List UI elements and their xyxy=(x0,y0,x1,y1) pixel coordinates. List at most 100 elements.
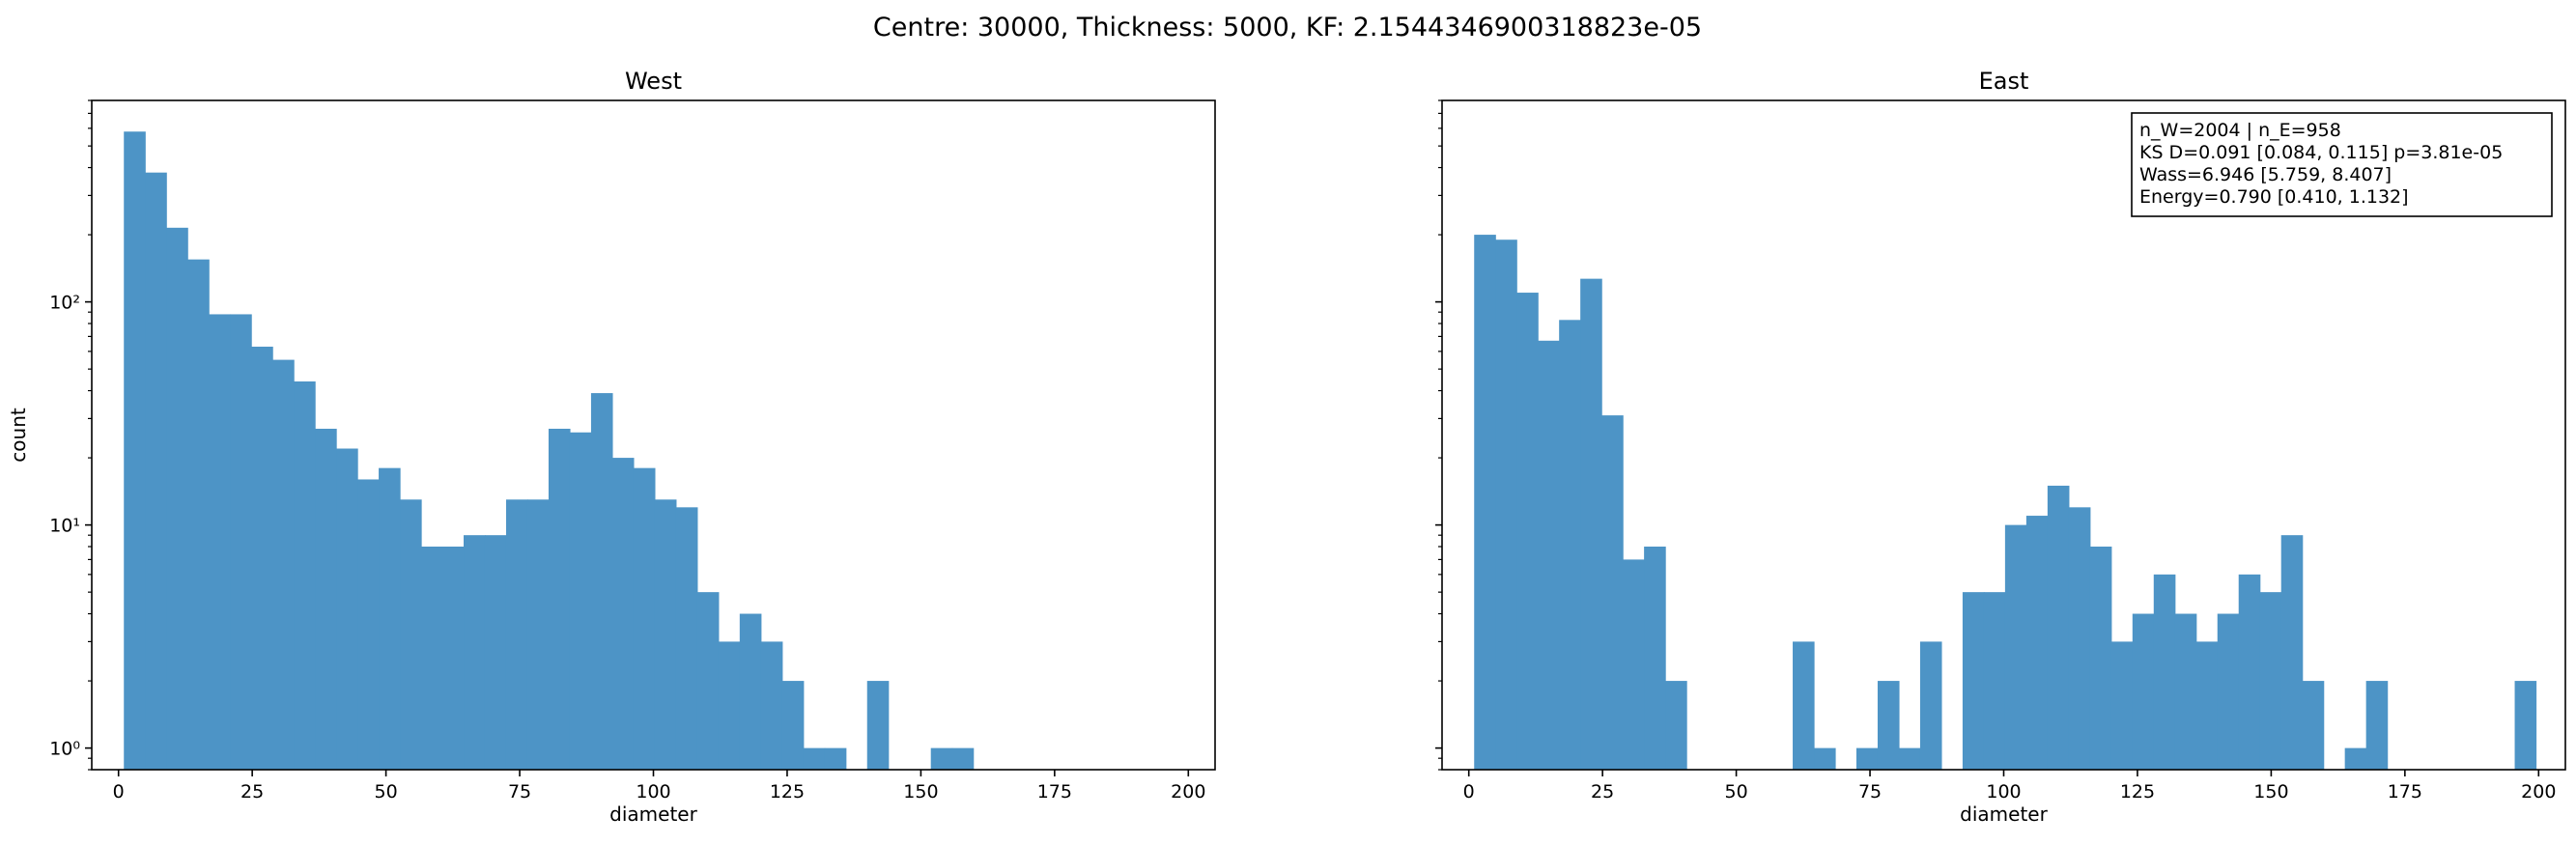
west-histogram-bar xyxy=(484,535,507,770)
west-histogram-bar xyxy=(696,592,720,770)
west-histogram-bar xyxy=(569,432,592,770)
east-histogram-bar xyxy=(1814,747,1836,770)
stats-line-energy: Energy=0.790 [0.410, 1.132] xyxy=(2139,186,2409,208)
east-histogram-bar xyxy=(2514,681,2537,770)
west-histogram-bar xyxy=(421,547,443,770)
west-histogram-bar xyxy=(230,314,252,770)
east-x-tick-label: 100 xyxy=(1986,781,2021,803)
west-histogram-bar xyxy=(824,747,847,770)
west-histogram-bar xyxy=(739,613,762,770)
east-x-axis-label: diameter xyxy=(1960,803,2048,826)
east-histogram-bar xyxy=(2259,592,2282,770)
figure-title: Centre: 30000, Thickness: 5000, KF: 2.15… xyxy=(873,13,1702,42)
east-histogram-bar xyxy=(2280,535,2304,770)
east-x-tick-label: 50 xyxy=(1725,781,1748,803)
west-x-axis-label: diameter xyxy=(609,803,697,826)
east-histogram-bar xyxy=(1793,641,1815,770)
west-histogram-bar xyxy=(400,499,422,770)
west-histogram-bar xyxy=(124,131,146,770)
east-histogram-bars xyxy=(1474,235,2537,771)
east-histogram-bar xyxy=(1983,592,2006,770)
east-histogram-bar xyxy=(2238,574,2261,770)
west-histogram-bar xyxy=(803,747,826,770)
east-histogram-bar xyxy=(1877,681,1900,770)
west-histogram-bar xyxy=(294,380,316,770)
east-histogram-bar xyxy=(2110,641,2134,770)
stats-line-wasserstein: Wass=6.946 [5.759, 8.407] xyxy=(2139,164,2392,185)
east-histogram-bar xyxy=(1665,681,1687,770)
stats-line-ks: KS D=0.091 [0.084, 0.115] p=3.81e-05 xyxy=(2139,142,2503,163)
west-histogram-bar xyxy=(166,227,188,770)
west-x-tick-label: 50 xyxy=(375,781,398,803)
west-x-tick-label: 100 xyxy=(636,781,670,803)
west-y-tick-label: 10⁰ xyxy=(49,739,80,760)
west-histogram-bar xyxy=(526,499,550,770)
east-histogram-bar xyxy=(1580,278,1602,770)
west-x-tick-label: 75 xyxy=(508,781,531,803)
east-histogram-bar xyxy=(1538,340,1560,770)
west-histogram-bar xyxy=(590,393,613,770)
stats-line-counts: n_W=2004 | n_E=958 xyxy=(2139,120,2341,141)
west-histogram-bar xyxy=(464,535,486,770)
east-histogram-bar xyxy=(1898,747,1921,770)
east-histogram-bar xyxy=(1623,559,1645,770)
west-histogram-bars xyxy=(124,131,975,770)
east-histogram-bar xyxy=(2004,524,2027,770)
west-histogram-bar xyxy=(209,314,231,770)
east-histogram-bar xyxy=(2068,507,2091,770)
west-y-tick-label: 10¹ xyxy=(49,516,80,537)
east-histogram-bar xyxy=(2174,613,2197,770)
west-histogram-bar xyxy=(357,479,380,770)
east-y-ticks xyxy=(1435,99,1442,771)
east-x-tick-label: 200 xyxy=(2521,781,2556,803)
east-histogram-bar xyxy=(1559,320,1581,770)
east-x-ticks: 0 25 50 75 100 125 150 175 200 xyxy=(1463,770,2556,803)
west-x-tick-label: 0 xyxy=(113,781,125,803)
west-x-tick-label: 125 xyxy=(770,781,805,803)
west-histogram-bar xyxy=(781,681,805,770)
west-histogram-bar xyxy=(951,747,975,770)
west-x-tick-label: 150 xyxy=(903,781,938,803)
east-title: East xyxy=(1979,68,2029,95)
west-y-tick-label: 10² xyxy=(49,293,80,314)
west-histogram-bar xyxy=(251,346,273,770)
east-histogram-bar xyxy=(2195,641,2219,770)
west-histogram-bar xyxy=(548,428,571,770)
east-histogram-bar xyxy=(2344,747,2367,770)
east-histogram-bar xyxy=(2132,613,2155,770)
west-histogram-bar xyxy=(866,681,890,770)
east-histogram-bar xyxy=(1516,293,1539,770)
stats-box-frame xyxy=(2131,112,2553,217)
west-histogram-bar xyxy=(654,499,677,770)
east-histogram-bar xyxy=(2089,547,2112,770)
stats-annotation-box: n_W=2004 | n_E=958 KS D=0.091 [0.084, 0.… xyxy=(2131,112,2553,217)
west-histogram-bar xyxy=(145,172,167,770)
east-histogram-bar xyxy=(2025,516,2049,770)
west-histogram-bar xyxy=(272,359,295,770)
west-histogram-bar xyxy=(718,641,741,770)
west-histogram-bar xyxy=(675,507,698,770)
east-histogram-bar xyxy=(2365,681,2389,770)
west-x-tick-label: 175 xyxy=(1037,781,1072,803)
east-histogram-bar xyxy=(1474,235,1496,770)
west-histogram-bar xyxy=(379,467,401,770)
east-x-tick-label: 150 xyxy=(2253,781,2288,803)
west-x-tick-label: 25 xyxy=(241,781,264,803)
west-histogram-bar xyxy=(336,448,358,770)
east-histogram-bar xyxy=(2153,574,2176,770)
west-histogram-bar xyxy=(505,499,528,770)
east-histogram-bar xyxy=(1644,547,1666,770)
east-histogram-bar xyxy=(2047,485,2070,770)
west-histogram-bar xyxy=(611,458,635,770)
west-histogram-bar xyxy=(633,467,656,770)
west-title: West xyxy=(625,68,682,95)
west-y-ticks: 10⁰ 10¹ 10² xyxy=(49,99,92,771)
east-panel: 0 25 50 75 100 125 150 175 200 East diameter n_W… xyxy=(1435,68,2566,826)
west-histogram-bar xyxy=(760,641,783,770)
east-histogram-bar xyxy=(2302,681,2325,770)
west-histogram-bar xyxy=(187,259,210,770)
east-histogram-bar xyxy=(2217,613,2240,770)
west-histogram-bar xyxy=(315,428,337,770)
west-histogram-bar xyxy=(930,747,953,770)
